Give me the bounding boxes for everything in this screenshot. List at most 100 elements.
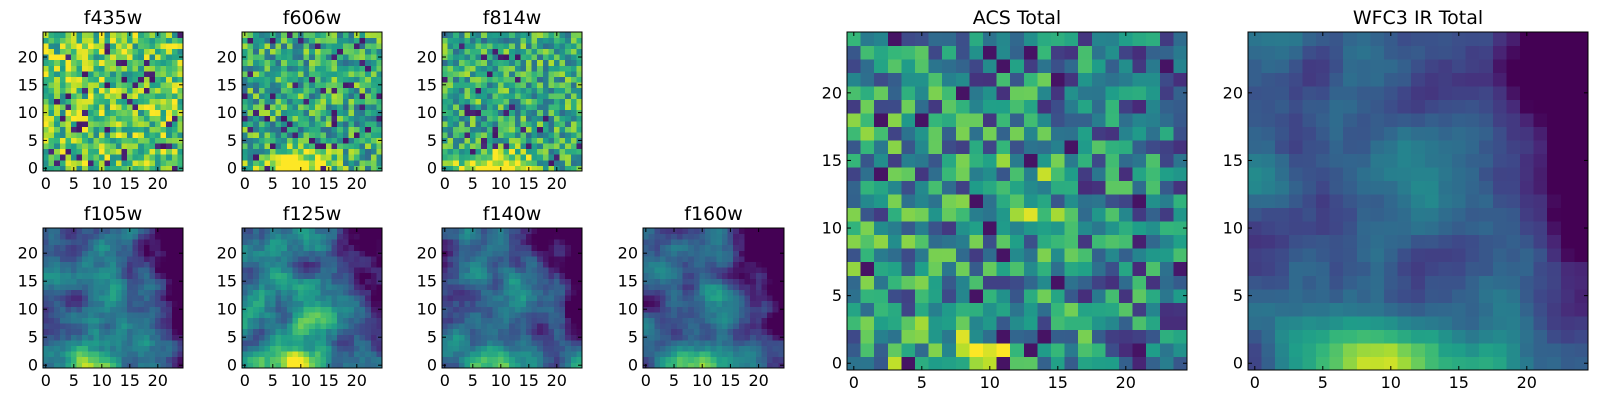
heatmap-cell [1159,275,1174,290]
heatmap-cell [559,256,566,262]
heatmap-cell [331,120,338,127]
heatmap-cell [716,284,723,290]
heatmap-cell [104,165,111,172]
heatmap-cell [337,148,344,155]
heatmap-cell [778,312,785,318]
heatmap-cell [331,312,338,318]
heatmap-cell [860,153,875,168]
heatmap-cell [1010,221,1025,236]
heatmap-cell [132,65,139,72]
heatmap-cell [1105,275,1120,290]
heatmap-cell [247,239,254,246]
heatmap-cell [110,244,117,251]
heatmap-cell [503,109,510,116]
heatmap-cell [682,317,689,324]
heatmap-cell [767,267,774,274]
heatmap-cell [738,267,745,274]
heatmap-cell [570,233,577,240]
heatmap-cell [314,65,321,72]
heatmap-cell [71,334,77,341]
heatmap-cell [693,345,700,352]
heatmap-cell [778,345,785,352]
heatmap-cell [76,76,83,83]
heatmap-cell [542,267,549,274]
heatmap-cell [738,228,745,234]
heatmap-cell [710,356,717,363]
heatmap-cell [503,76,510,83]
heatmap-cell [983,194,997,209]
heatmap-cell [744,250,751,257]
heatmap-cell [576,148,583,155]
heatmap-cell [281,165,288,172]
heatmap-cell [1159,329,1174,344]
heatmap-cell [565,93,572,100]
heatmap-cell [264,228,271,234]
heatmap-cell [526,284,532,290]
heatmap-cell [48,132,55,139]
heatmap-cell [177,70,184,77]
heatmap-cell [750,328,757,335]
heatmap-cell [744,244,751,251]
heatmap-cell [270,256,276,262]
heatmap-cell [1091,221,1106,236]
heatmap-cell [470,295,476,302]
heatmap-cell [359,143,366,150]
heatmap-cell [348,328,355,335]
heatmap-cell [155,244,161,251]
heatmap-cell [498,312,504,318]
heatmap-cell [458,132,465,139]
heatmap-cell [520,228,527,234]
heatmap-cell [676,312,683,318]
heatmap-cell [65,295,72,302]
heatmap-cell [104,323,111,330]
heatmap-cell [1159,342,1174,357]
heatmap-cell [486,256,493,262]
heatmap-cell [492,233,499,240]
heatmap-cell [43,356,49,363]
heatmap-cell [688,295,695,302]
heatmap-cell [320,37,327,44]
heatmap-cell [326,244,332,251]
heatmap-cell [132,312,139,318]
heatmap-cell [331,159,338,166]
heatmap-cell [526,250,532,257]
y-tick-label: 15 [18,75,38,94]
heatmap-cell [348,233,355,240]
heatmap-cell [155,54,161,61]
heatmap-cell [143,132,150,139]
heatmap-cell [503,312,510,318]
heatmap-cell [286,306,293,313]
heatmap-cell [486,48,493,55]
heatmap-cell [559,48,566,55]
heatmap-cell [337,362,344,369]
heatmap-cell [486,126,493,133]
heatmap-cell [514,351,521,358]
heatmap-cell [1037,302,1052,317]
heatmap-cell [286,65,293,72]
heatmap-cell [576,328,583,335]
heatmap-cell [1051,329,1065,344]
heatmap-cell [93,306,100,313]
heatmap-cell [286,148,293,155]
heatmap-cell [314,126,321,133]
heatmap-cell [1023,342,1038,357]
heatmap-cell [365,98,372,105]
heatmap-cell [531,306,538,313]
heatmap-cell [1064,275,1079,290]
heatmap-cell [503,126,510,133]
heatmap-cell [772,228,779,234]
heatmap-cell [509,356,516,363]
heatmap-cell [104,154,111,161]
heatmap-cell [376,93,383,100]
heatmap-cell [915,275,929,290]
heatmap-cell [458,239,465,246]
heatmap-cell [48,228,55,234]
heatmap-cell [537,228,544,234]
heatmap-cell [171,284,178,290]
heatmap-cell [576,289,583,296]
heatmap-cell [320,120,327,127]
heatmap-cell [348,32,355,38]
heatmap-cell [314,340,321,346]
heatmap-cell [359,317,366,324]
heatmap-cell [253,300,260,307]
